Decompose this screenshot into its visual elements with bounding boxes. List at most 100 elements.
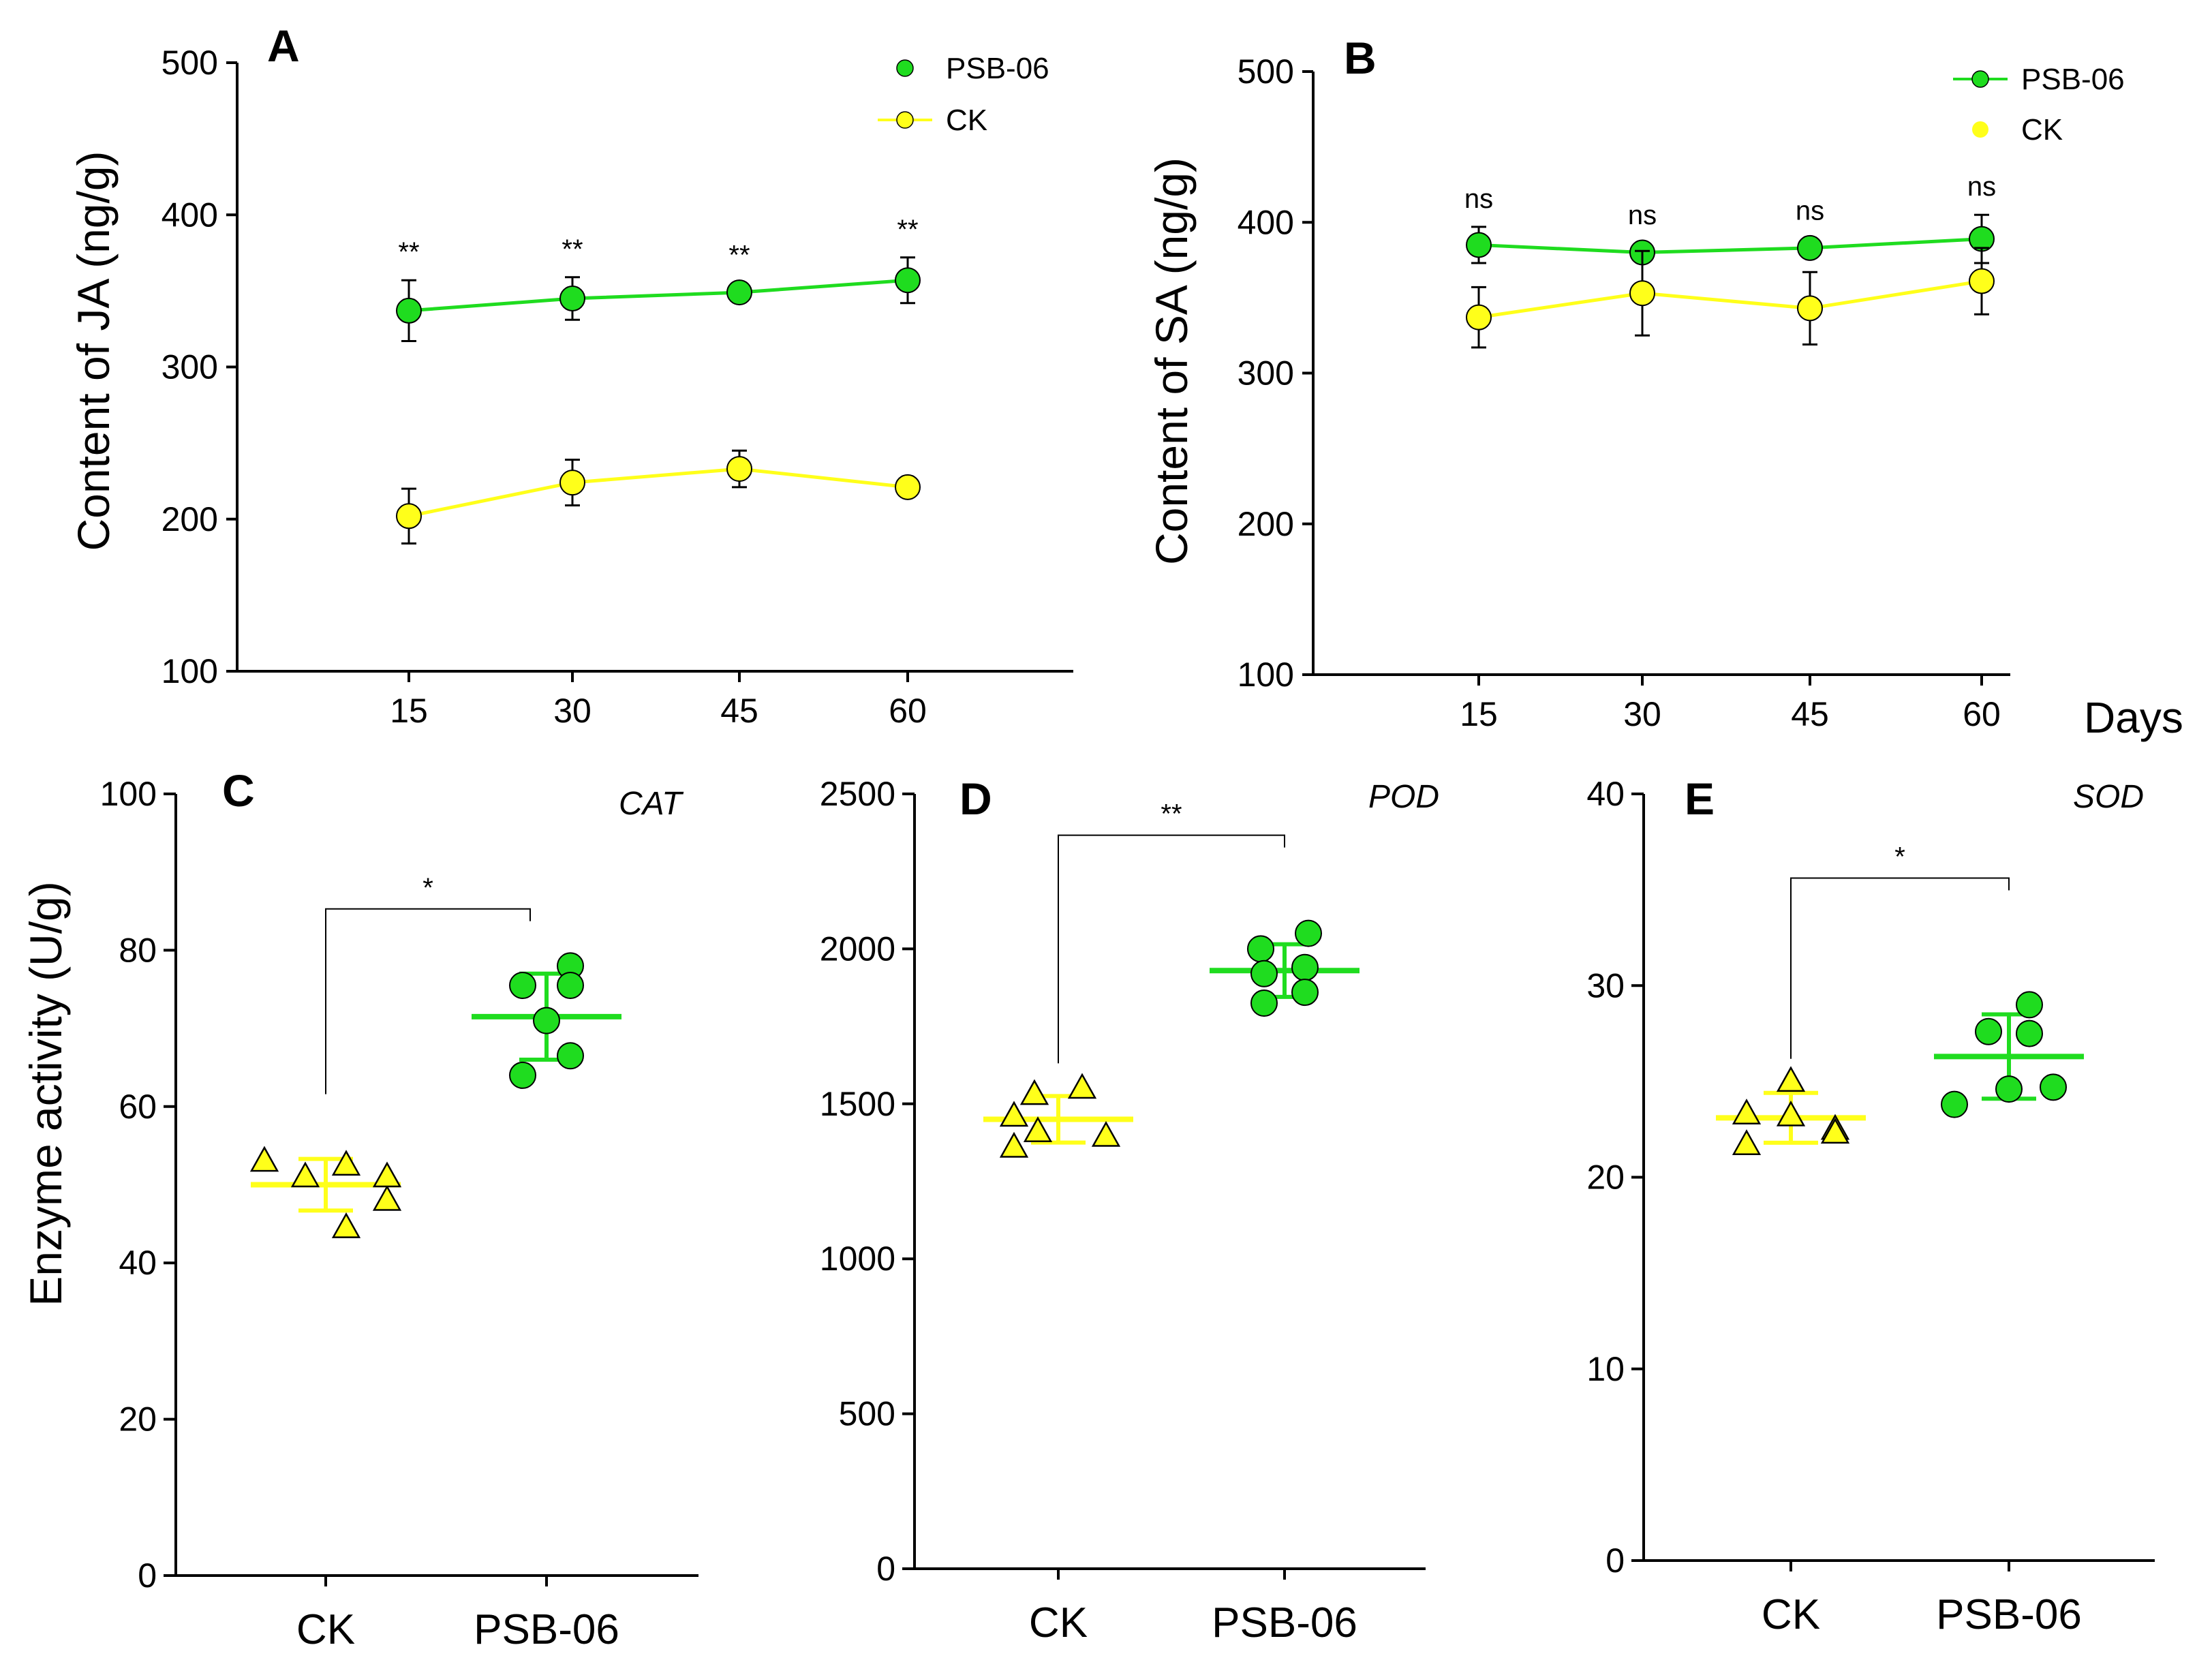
panel-a-x-tick-label: 60 bbox=[889, 692, 927, 730]
panel-d-group-psb06-point bbox=[1295, 919, 1322, 947]
panel-e-y-tick-label: 20 bbox=[1586, 1158, 1625, 1197]
panel-b-series-ck-line bbox=[1478, 279, 1982, 320]
panel-a-series-psb06-point bbox=[895, 267, 921, 294]
panel-d-significance-label: ** bbox=[1161, 799, 1182, 829]
panel-a-significance-label: ** bbox=[897, 215, 918, 245]
panel-b-x-tick-label: 60 bbox=[1963, 695, 2001, 733]
panel-d-y-tick-label: 500 bbox=[839, 1395, 895, 1433]
panel-a: Content of JA (ng/g) A PSB-06 CK 100 200 3… bbox=[68, 20, 1073, 730]
panel-c-group-psb06-point bbox=[533, 1007, 560, 1034]
panel-a-ylabel: Content of JA (ng/g) bbox=[68, 151, 119, 551]
panel-a-significance-label: ** bbox=[562, 234, 583, 264]
panel-c-marks: * bbox=[164, 793, 698, 1586]
panel-d-group-psb06-point bbox=[1291, 979, 1319, 1007]
panel-b-series-psb06-point bbox=[1466, 232, 1492, 258]
panel-e-group-ck-point bbox=[1732, 1129, 1762, 1155]
panel-e-group-psb06-point bbox=[2016, 1019, 2043, 1047]
panel-b: Content of SA (ng/g) B PSB-06 CK Days 10… bbox=[1146, 33, 2183, 742]
panel-b-series-ck-point bbox=[1466, 304, 1492, 331]
panel-a-legend-ck-marker bbox=[896, 111, 914, 129]
panel-c-group-ck-point bbox=[372, 1161, 402, 1188]
days-axis-label: Days bbox=[2084, 693, 2183, 742]
panel-a-series-ck-point bbox=[895, 474, 921, 500]
panel-b-series-psb06-line bbox=[1478, 237, 1982, 255]
panel-a-significance-label: ** bbox=[728, 241, 750, 271]
panel-a-x-tick-label: 15 bbox=[390, 692, 428, 730]
panel-b-y-tick-label: 100 bbox=[1238, 656, 1294, 694]
panel-c-tick-labels: 0 20 40 60 80 100 CK PSB-06 bbox=[100, 775, 619, 1653]
panel-a-series-psb06-point bbox=[559, 286, 585, 312]
panel-d-group-psb06-point bbox=[1291, 953, 1319, 981]
panel-a-x-tick-label: 45 bbox=[720, 692, 758, 730]
panel-e-group-ck-point bbox=[1776, 1066, 1806, 1092]
panel-d-y-tick-label: 2500 bbox=[820, 775, 895, 813]
panel-c-group-psb06-point bbox=[557, 1042, 584, 1070]
panel-b-significance-label: ns bbox=[1628, 200, 1657, 230]
panel-c-enzyme-label: CAT bbox=[619, 786, 684, 822]
panel-d-marks: ** bbox=[902, 793, 1426, 1580]
panel-b-significance-label: ns bbox=[1967, 172, 1996, 202]
panel-b-y-tick-label: 200 bbox=[1238, 505, 1294, 543]
panel-d-significance-bracket bbox=[1058, 834, 1285, 1064]
panel-c-y-tick-label: 40 bbox=[119, 1244, 157, 1282]
panel-b-ylabel: Content of SA (ng/g) bbox=[1146, 157, 1197, 565]
panel-b-label: B bbox=[1344, 33, 1377, 83]
panel-e-group-psb06-point bbox=[1941, 1090, 1968, 1118]
panel-e-y-tick-label: 10 bbox=[1586, 1350, 1625, 1388]
panel-d-group-psb06-point bbox=[1247, 935, 1274, 963]
panel-d-y-tick-label: 1500 bbox=[820, 1085, 895, 1123]
panel-e: E SOD 0 10 20 30 40 CK PSB-06 * bbox=[1586, 773, 2155, 1638]
panel-a-legend-psb-marker bbox=[896, 59, 914, 77]
panel-a-y-tick-label: 400 bbox=[162, 196, 218, 234]
panel-e-significance-label: * bbox=[1894, 842, 1905, 872]
panel-c-group-ck-point bbox=[331, 1212, 361, 1238]
panel-d-group-ck-point bbox=[1023, 1116, 1053, 1142]
panel-c-ylabel: Enzyme activity (U/g) bbox=[20, 881, 71, 1306]
panel-c-significance-bracket bbox=[325, 908, 531, 1094]
panel-e-tick-labels: 0 10 20 30 40 CK PSB-06 bbox=[1586, 775, 2081, 1638]
panel-e-y-tick-label: 30 bbox=[1586, 966, 1625, 1004]
panel-c-y-tick-label: 80 bbox=[119, 931, 157, 969]
panel-d-y-tick-label: 2000 bbox=[820, 930, 895, 968]
panel-b-x-tick-label: 45 bbox=[1791, 695, 1829, 733]
panel-b-series-ck-point bbox=[1969, 268, 1995, 294]
panel-d-y-tick-label: 1000 bbox=[820, 1240, 895, 1278]
panel-e-group-psb06-point bbox=[2016, 991, 2043, 1019]
panel-e-group-psb06-point bbox=[2040, 1073, 2067, 1101]
panel-e-group-ck-point bbox=[1820, 1118, 1850, 1144]
panel-d-group-ck-point bbox=[1091, 1120, 1121, 1147]
panel-c-y-tick-label: 100 bbox=[100, 775, 157, 813]
panel-b-tick-labels: 100 200 300 400 500 15 30 45 60 bbox=[1238, 52, 2001, 733]
panel-e-group-ck-point bbox=[1732, 1099, 1762, 1124]
panel-a-series-ck-point bbox=[726, 456, 752, 482]
panel-e-enzyme-label: SOD bbox=[2073, 779, 2144, 815]
panel-a-legend-ck-label: CK bbox=[946, 104, 987, 137]
panel-a-legend-psb-label: PSB-06 bbox=[946, 52, 1049, 85]
panel-c-group-psb06-point bbox=[509, 1061, 536, 1089]
panel-c-group-ck-point bbox=[249, 1146, 279, 1172]
panel-a-x-tick-label: 30 bbox=[553, 692, 592, 730]
panel-b-legend-ck-label: CK bbox=[2021, 113, 2063, 147]
panel-a-series-psb06-line bbox=[408, 278, 908, 313]
panel-a-legend: PSB-06 CK bbox=[878, 52, 1049, 137]
panel-c-significance-label: * bbox=[423, 873, 433, 903]
panel-c-group-ck-point bbox=[331, 1150, 361, 1176]
panel-d-x-category-label: CK bbox=[1029, 1599, 1088, 1646]
panel-b-series-psb06-point bbox=[1797, 234, 1823, 261]
panel-b-legend-psb-marker bbox=[1971, 70, 1989, 88]
panel-e-y-tick-label: 40 bbox=[1586, 775, 1625, 813]
panel-b-legend-psb-label: PSB-06 bbox=[2021, 63, 2125, 96]
panel-e-group-psb06-point bbox=[1975, 1017, 2002, 1045]
panel-b-significance-label: ns bbox=[1796, 196, 1824, 226]
panel-a-y-tick-label: 300 bbox=[162, 348, 218, 386]
panel-d-group-ck-point bbox=[999, 1101, 1029, 1127]
panel-a-y-tick-label: 200 bbox=[162, 500, 218, 538]
panel-b-legend-ck-marker bbox=[1972, 121, 1988, 138]
panel-c-label: C bbox=[222, 765, 255, 816]
panel-d-y-tick-label: 0 bbox=[876, 1550, 895, 1588]
panel-d-group-ck-point bbox=[1067, 1073, 1097, 1099]
panel-c-group-ck-point bbox=[372, 1184, 402, 1211]
panel-e-group-psb06-point bbox=[1995, 1075, 2023, 1103]
panel-b-y-tick-label: 500 bbox=[1238, 52, 1294, 91]
